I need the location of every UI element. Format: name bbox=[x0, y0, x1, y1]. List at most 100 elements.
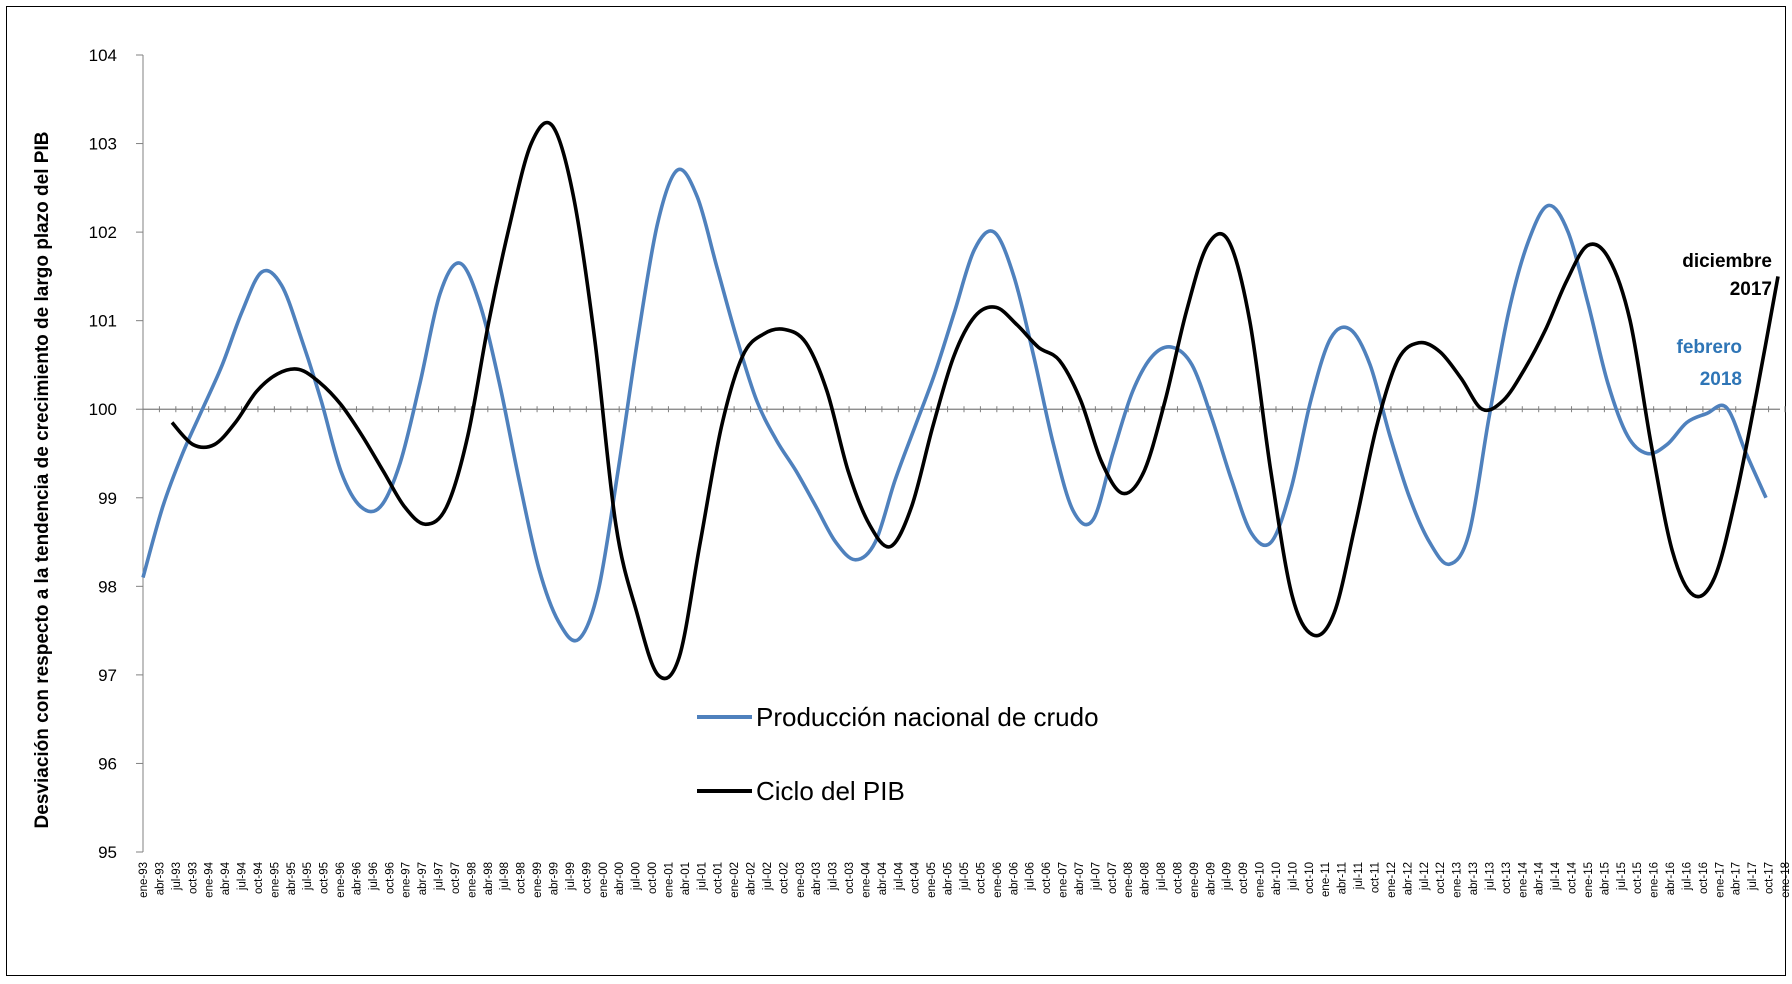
x-tick-label: jul-13 bbox=[1484, 862, 1496, 891]
x-tick-label: jul-95 bbox=[302, 862, 314, 891]
legend-label-crudo: Producción nacional de crudo bbox=[756, 702, 1099, 732]
y-tick-label: 101 bbox=[89, 312, 117, 331]
x-tick-label: abr-00 bbox=[614, 862, 626, 895]
x-tick-label: ene-06 bbox=[992, 862, 1004, 898]
x-tick-label: ene-17 bbox=[1714, 862, 1726, 898]
x-tick-label: ene-13 bbox=[1452, 862, 1464, 898]
x-tick-label: jul-97 bbox=[434, 862, 446, 891]
legend: Producción nacional de crudo Ciclo del P… bbox=[697, 702, 1099, 806]
x-tick-label: ene-04 bbox=[860, 861, 872, 897]
series-line-produccion-crudo bbox=[141, 167, 1768, 643]
x-tick-label: ene-00 bbox=[598, 862, 610, 898]
x-tick-label: abr-98 bbox=[483, 862, 495, 895]
x-tick-label: abr-17 bbox=[1731, 862, 1743, 895]
x-tick-label: ene-93 bbox=[138, 862, 150, 898]
x-tick-label: ene-02 bbox=[729, 862, 741, 898]
chart-frame bbox=[6, 6, 1786, 976]
x-tick-label: oct-96 bbox=[384, 862, 396, 894]
x-tick-label: ene-16 bbox=[1649, 862, 1661, 898]
x-tick-label: oct-06 bbox=[1041, 862, 1053, 894]
x-tick-label: oct-03 bbox=[844, 862, 856, 894]
series-line-ciclo-pib bbox=[170, 120, 1780, 681]
x-tick-label: ene-14 bbox=[1517, 861, 1529, 897]
annotations: diciembre 2017 febrero 2018 bbox=[1677, 251, 1772, 390]
x-tick-label: jul-08 bbox=[1156, 862, 1168, 891]
x-tick-label: jul-01 bbox=[696, 862, 708, 891]
x-tick-label: jul-09 bbox=[1222, 862, 1234, 891]
x-tick-label: jul-04 bbox=[893, 861, 905, 891]
x-tick-label: jul-93 bbox=[171, 862, 183, 891]
annotation-febrero-line1: febrero bbox=[1677, 337, 1742, 358]
x-tick-label: ene-18 bbox=[1780, 862, 1792, 898]
x-tick-label: abr-10 bbox=[1271, 862, 1283, 895]
x-tick-label: abr-97 bbox=[417, 862, 429, 895]
x-tick-label: abr-94 bbox=[220, 861, 232, 895]
y-tick-label: 100 bbox=[89, 400, 117, 419]
x-tick-label: oct-16 bbox=[1698, 862, 1710, 894]
x-tick-label: oct-02 bbox=[778, 862, 790, 894]
x-tick-label: ene-07 bbox=[1058, 862, 1070, 898]
x-tick-label: ene-03 bbox=[795, 862, 807, 898]
x-tick-label: abr-95 bbox=[286, 862, 298, 895]
x-tick-label: abr-12 bbox=[1402, 862, 1414, 895]
y-tick-label: 95 bbox=[98, 843, 117, 862]
x-tick-label: oct-05 bbox=[975, 862, 987, 894]
series-layer bbox=[141, 120, 1780, 681]
x-tick-label: oct-97 bbox=[450, 862, 462, 894]
x-tick-label: abr-96 bbox=[351, 862, 363, 895]
x-tick-label: jul-06 bbox=[1025, 862, 1037, 891]
x-tick-label: oct-13 bbox=[1501, 862, 1513, 894]
x-tick-label: oct-14 bbox=[1567, 861, 1579, 894]
x-tick-label: abr-11 bbox=[1337, 862, 1349, 894]
x-tick-label: jul-12 bbox=[1419, 862, 1431, 891]
y-tick-label: 97 bbox=[98, 666, 117, 685]
x-tick-label: ene-05 bbox=[926, 862, 938, 898]
x-tick-label: ene-08 bbox=[1123, 862, 1135, 898]
x-tick-label: oct-93 bbox=[187, 862, 199, 894]
y-axis: 95 96 97 98 99 100 101 102 103 104 bbox=[89, 46, 1780, 862]
x-tick-label: abr-01 bbox=[680, 862, 692, 895]
x-tick-label: jul-05 bbox=[959, 862, 971, 891]
x-axis: ene-93 abr-93 jul-93 oct-93 ene-94 abr-94 jul-… bbox=[138, 406, 1792, 898]
x-tick-label: jul-96 bbox=[368, 862, 380, 891]
x-tick-label: ene-12 bbox=[1386, 862, 1398, 898]
x-tick-label: abr-04 bbox=[877, 861, 889, 895]
x-tick-label: oct-01 bbox=[713, 862, 725, 894]
x-tick-label: ene-15 bbox=[1583, 862, 1595, 898]
x-tick-label: jul-02 bbox=[762, 862, 774, 891]
x-tick-label: oct-11 bbox=[1370, 862, 1382, 893]
x-tick-label: jul-00 bbox=[631, 862, 643, 891]
x-tick-label: ene-96 bbox=[335, 862, 347, 898]
x-tick-label: oct-08 bbox=[1172, 862, 1184, 894]
x-tick-label: ene-98 bbox=[466, 862, 478, 898]
x-tick-label: abr-09 bbox=[1205, 862, 1217, 895]
y-axis-label: Desviación con respecto a la tendencia d… bbox=[32, 132, 53, 829]
x-tick-label: oct-98 bbox=[516, 862, 528, 894]
y-tick-label: 96 bbox=[98, 754, 117, 773]
y-tick-label: 98 bbox=[98, 577, 117, 596]
x-tick-label: jul-11 bbox=[1353, 862, 1365, 890]
x-tick-label: abr-93 bbox=[154, 862, 166, 895]
x-tick-label: oct-10 bbox=[1304, 862, 1316, 894]
annotation-febrero-line2: 2018 bbox=[1700, 369, 1742, 390]
x-tick-label: jul-98 bbox=[499, 862, 511, 891]
x-tick-label: jul-17 bbox=[1747, 862, 1759, 891]
x-tick-label: ene-10 bbox=[1255, 862, 1267, 898]
x-tick-label: jul-07 bbox=[1090, 862, 1102, 891]
y-tick-label: 99 bbox=[98, 489, 117, 508]
x-tick-label: oct-99 bbox=[581, 862, 593, 894]
x-tick-label: ene-95 bbox=[269, 862, 281, 898]
legend-label-pib: Ciclo del PIB bbox=[756, 776, 905, 806]
x-tick-label: abr-13 bbox=[1468, 862, 1480, 895]
x-tick-label: oct-07 bbox=[1107, 862, 1119, 894]
x-tick-label: jul-99 bbox=[565, 862, 577, 891]
x-tick-label: jul-16 bbox=[1681, 862, 1693, 891]
x-tick-label: abr-03 bbox=[811, 862, 823, 895]
x-tick-label: abr-02 bbox=[746, 862, 758, 895]
x-tick-label: oct-09 bbox=[1238, 862, 1250, 894]
x-tick-label: abr-99 bbox=[549, 862, 561, 895]
x-tick-label: oct-00 bbox=[647, 862, 659, 894]
x-tick-label: abr-14 bbox=[1534, 861, 1546, 895]
annotation-diciembre-line1: diciembre bbox=[1682, 251, 1772, 272]
